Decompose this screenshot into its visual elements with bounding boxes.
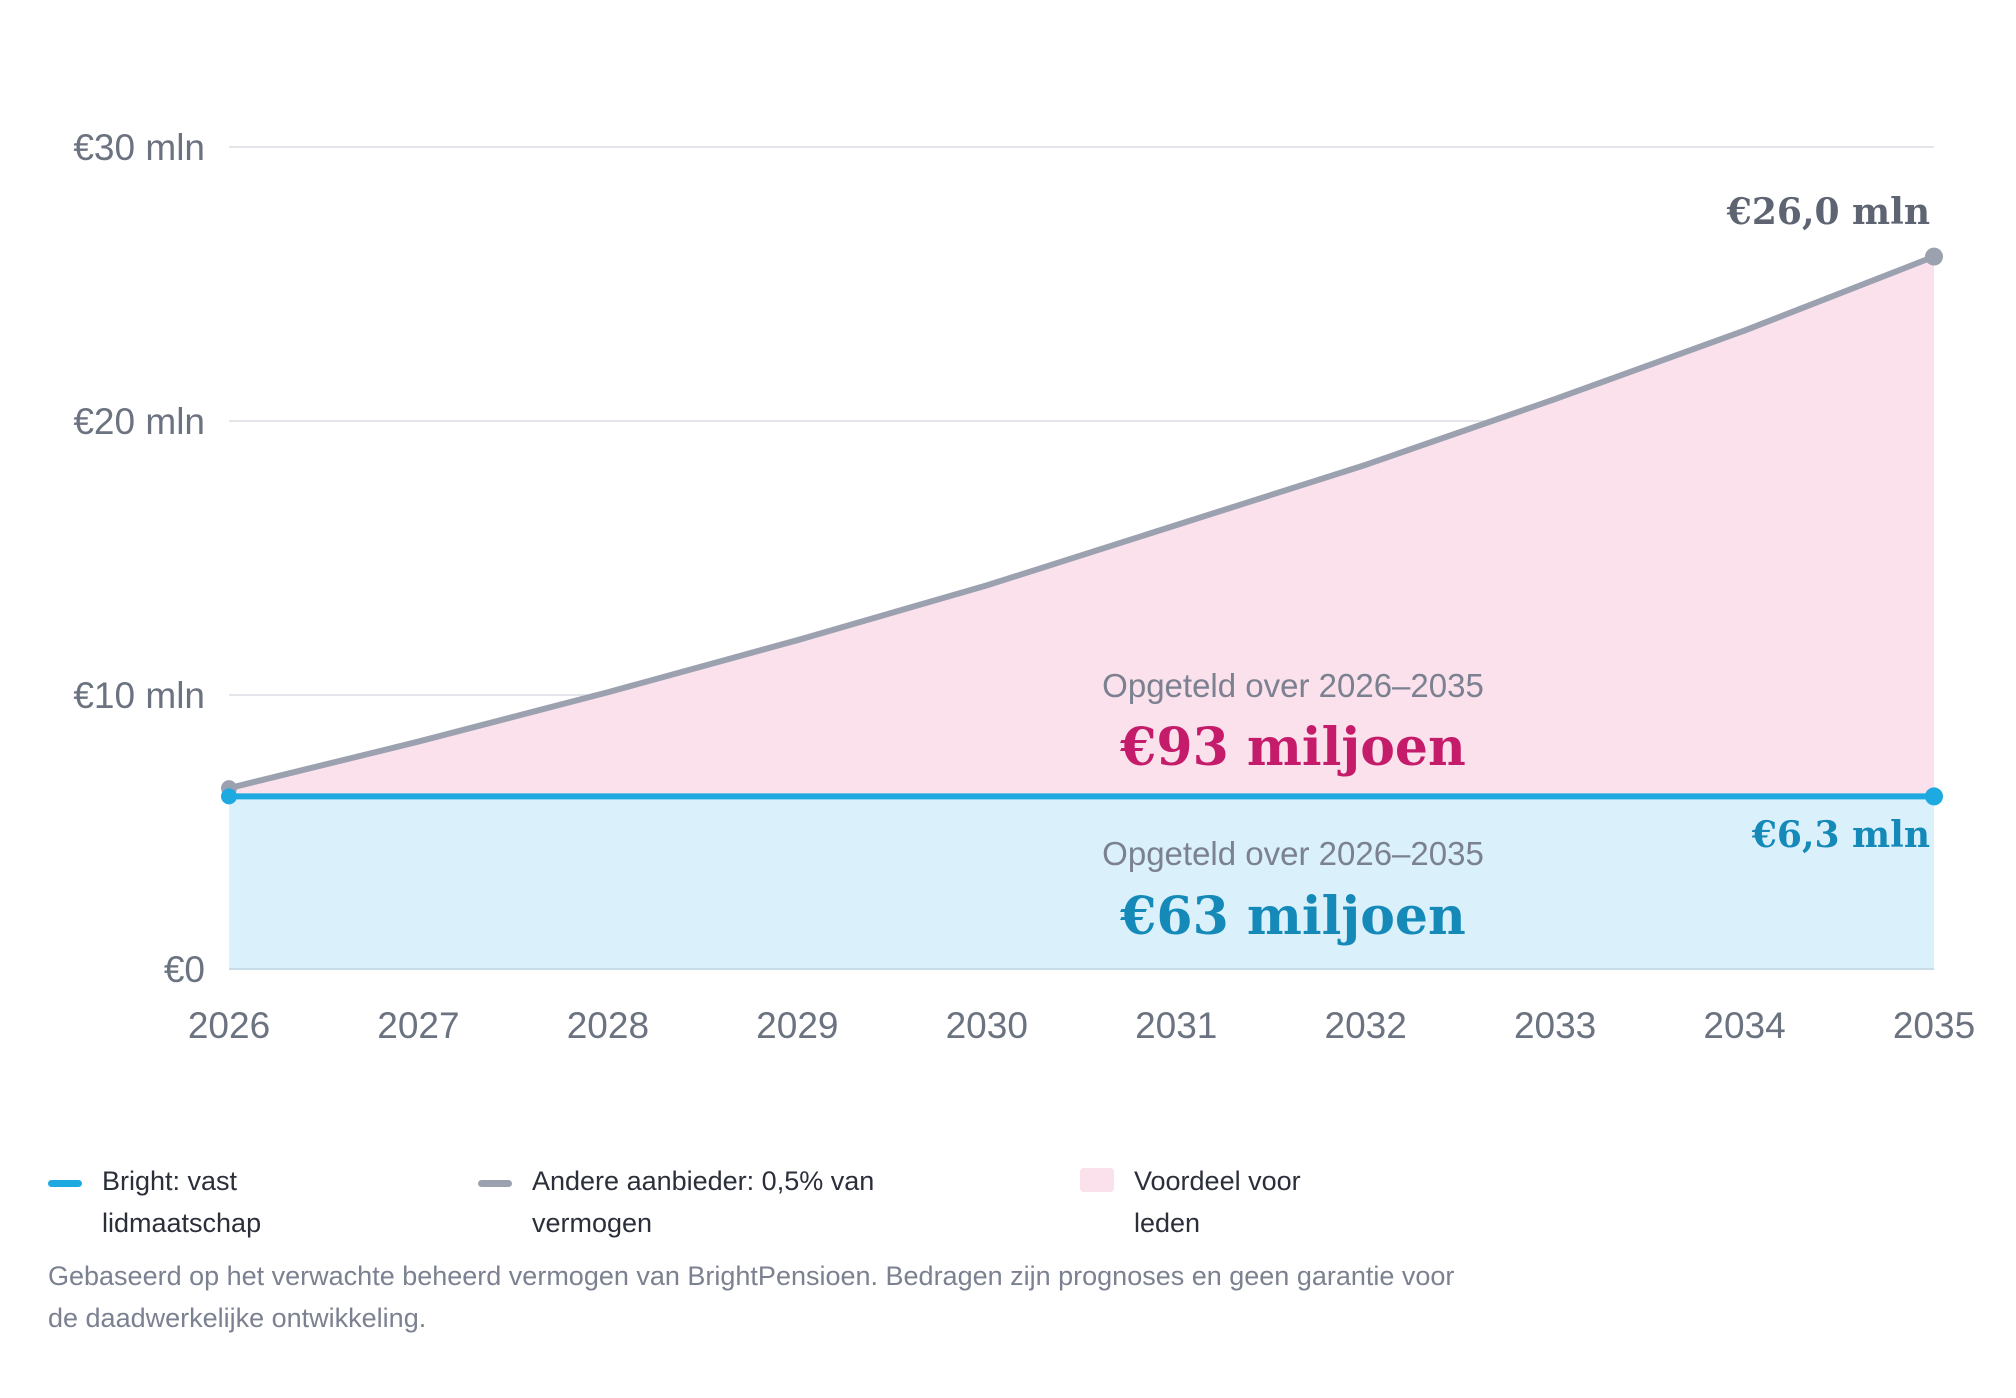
legend: Bright: vast lidmaatschap Andere aanbied… <box>48 1160 1448 1250</box>
x-tick-label: 2034 <box>1703 1005 1785 1046</box>
chart: €0 €10 mln €20 mln €30 mln 2026 2027 2028 2029… <box>73 127 1975 1046</box>
series-lines <box>226 253 1937 800</box>
advantage-subtitle: Opgeteld over 2026–2035 <box>1102 667 1484 704</box>
legend-item-advantage: Voordeel voor leden <box>1080 1160 1334 1244</box>
x-tick-label: 2031 <box>1135 1005 1217 1046</box>
annotations: Opgeteld over 2026–2035 €93 miljoen Opge… <box>1102 191 1930 947</box>
y-tick-label: €10 mln <box>73 675 205 716</box>
x-tick-label: 2030 <box>946 1005 1028 1046</box>
legend-label-other: Andere aanbieder: 0,5% van vermogen <box>532 1166 875 1238</box>
legend-item-other: Andere aanbieder: 0,5% van vermogen <box>478 1160 902 1244</box>
other-provider-line <box>226 253 1937 792</box>
x-tick-label: 2026 <box>188 1005 270 1046</box>
x-tick-label: 2033 <box>1514 1005 1596 1046</box>
x-tick-label: 2035 <box>1893 1005 1975 1046</box>
advantage-value: €93 miljoen <box>1119 717 1466 778</box>
legend-swatch-bright <box>48 1180 82 1187</box>
other-end-label: €26,0 mln <box>1726 191 1930 233</box>
x-tick-label: 2028 <box>567 1005 649 1046</box>
legend-swatch-other <box>478 1180 512 1187</box>
bright-area <box>229 796 1934 969</box>
y-tick-label: €20 mln <box>73 401 205 442</box>
bright-total-subtitle: Opgeteld over 2026–2035 <box>1102 835 1484 872</box>
y-tick-label: €30 mln <box>73 127 205 168</box>
y-tick-label: €0 <box>164 949 205 990</box>
x-tick-label: 2032 <box>1325 1005 1407 1046</box>
legend-label-advantage: Voordeel voor leden <box>1134 1166 1301 1238</box>
bright-end-label: €6,3 mln <box>1751 814 1930 856</box>
legend-item-bright: Bright: vast lidmaatschap <box>48 1160 302 1244</box>
x-axis: 2026 2027 2028 2029 2030 2031 2032 2033 2034 2035 <box>188 1005 1975 1046</box>
legend-label-bright: Bright: vast lidmaatschap <box>102 1166 262 1238</box>
legend-swatch-advantage <box>1080 1168 1114 1192</box>
other-end-point <box>1925 247 1943 266</box>
area-chart: €0 €10 mln €20 mln €30 mln 2026 2027 2028 2029… <box>73 127 1975 1046</box>
footnote: Gebaseerd op het verwachte beheerd vermo… <box>48 1261 1455 1333</box>
x-tick-label: 2027 <box>377 1005 459 1046</box>
bright-end-point <box>1925 787 1943 806</box>
x-tick-label: 2029 <box>756 1005 838 1046</box>
bright-start-point <box>221 788 237 805</box>
areas <box>229 256 1934 970</box>
endpoints <box>221 247 1943 806</box>
advantage-area <box>229 256 1934 797</box>
bright-total-value: €63 miljoen <box>1119 886 1466 947</box>
y-axis: €0 €10 mln €20 mln €30 mln <box>73 127 205 990</box>
